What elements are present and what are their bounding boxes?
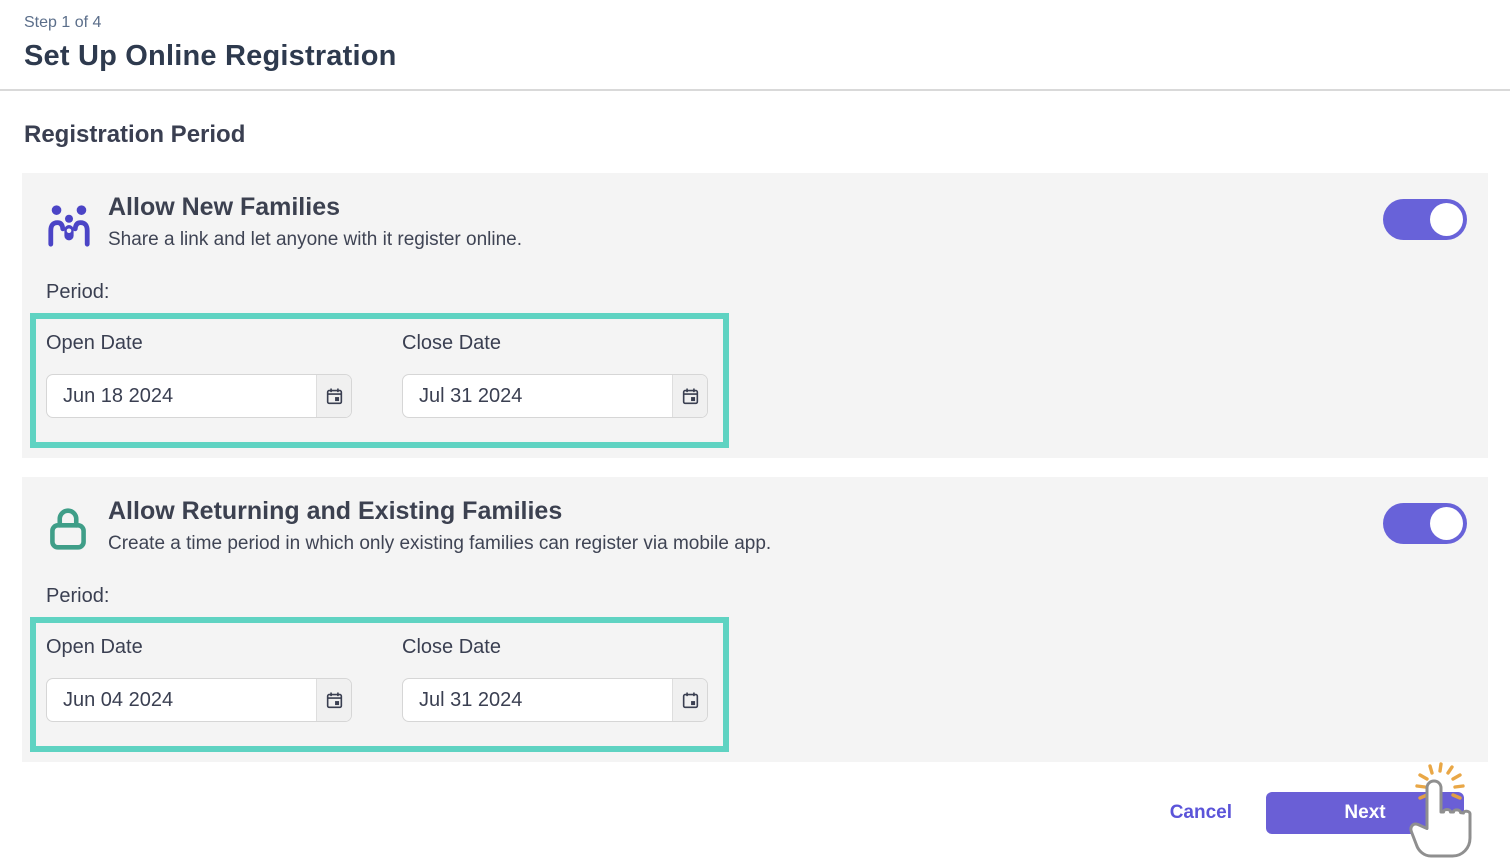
close-date-label: Close Date bbox=[402, 636, 501, 658]
page-title: Set Up Online Registration bbox=[24, 40, 397, 72]
next-button[interactable]: Next bbox=[1266, 792, 1464, 834]
allow-returning-families-toggle[interactable] bbox=[1383, 503, 1467, 544]
allow-new-families-toggle[interactable] bbox=[1383, 199, 1467, 240]
card-texts: Allow Returning and Existing Families Cr… bbox=[108, 497, 771, 555]
calendar-icon[interactable] bbox=[316, 375, 351, 417]
open-date-input-group bbox=[46, 374, 352, 418]
date-fields: Open Date bbox=[46, 332, 713, 418]
card-allow-returning-families: Allow Returning and Existing Families Cr… bbox=[22, 477, 1488, 762]
close-date-input-group bbox=[402, 678, 708, 722]
card-head: Allow Returning and Existing Families Cr… bbox=[46, 497, 1467, 557]
date-fields: Open Date bbox=[46, 636, 713, 722]
card-title: Allow Returning and Existing Families bbox=[108, 497, 563, 525]
calendar-icon[interactable] bbox=[672, 679, 707, 721]
period-label: Period: bbox=[46, 281, 110, 303]
card-texts: Allow New Families Share a link and let … bbox=[108, 193, 522, 251]
open-date-label: Open Date bbox=[46, 636, 143, 658]
step-indicator: Step 1 of 4 bbox=[24, 14, 102, 31]
lock-icon bbox=[46, 506, 92, 557]
period-label: Period: bbox=[46, 585, 110, 607]
toggle-knob bbox=[1430, 203, 1463, 236]
family-icon bbox=[46, 202, 92, 253]
wizard-footer: Cancel Next bbox=[0, 792, 1464, 834]
section-title-registration-period: Registration Period bbox=[24, 121, 246, 148]
cancel-button[interactable]: Cancel bbox=[1169, 802, 1232, 823]
open-date-field: Open Date bbox=[46, 636, 352, 722]
period-highlight-box: Open Date bbox=[30, 313, 729, 448]
toggle-knob bbox=[1430, 507, 1463, 540]
close-date-field: Close Date bbox=[402, 636, 708, 722]
calendar-icon[interactable] bbox=[672, 375, 707, 417]
card-title: Allow New Families bbox=[108, 193, 341, 221]
close-date-input-group bbox=[402, 374, 708, 418]
close-date-input[interactable] bbox=[403, 679, 672, 721]
wizard-header: Step 1 of 4 Set Up Online Registration bbox=[0, 0, 1510, 91]
open-date-label: Open Date bbox=[46, 332, 143, 354]
calendar-icon[interactable] bbox=[316, 679, 351, 721]
card-head: Allow New Families Share a link and let … bbox=[46, 193, 1467, 253]
close-date-input[interactable] bbox=[403, 375, 672, 417]
open-date-input[interactable] bbox=[47, 375, 316, 417]
card-description: Create a time period in which only exist… bbox=[108, 533, 772, 554]
close-date-label: Close Date bbox=[402, 332, 501, 354]
open-date-input-group bbox=[46, 678, 352, 722]
period-highlight-box: Open Date bbox=[30, 617, 729, 752]
card-allow-new-families: Allow New Families Share a link and let … bbox=[22, 173, 1488, 458]
card-description: Share a link and let anyone with it regi… bbox=[108, 229, 523, 250]
close-date-field: Close Date bbox=[402, 332, 708, 418]
open-date-field: Open Date bbox=[46, 332, 352, 418]
open-date-input[interactable] bbox=[47, 679, 316, 721]
